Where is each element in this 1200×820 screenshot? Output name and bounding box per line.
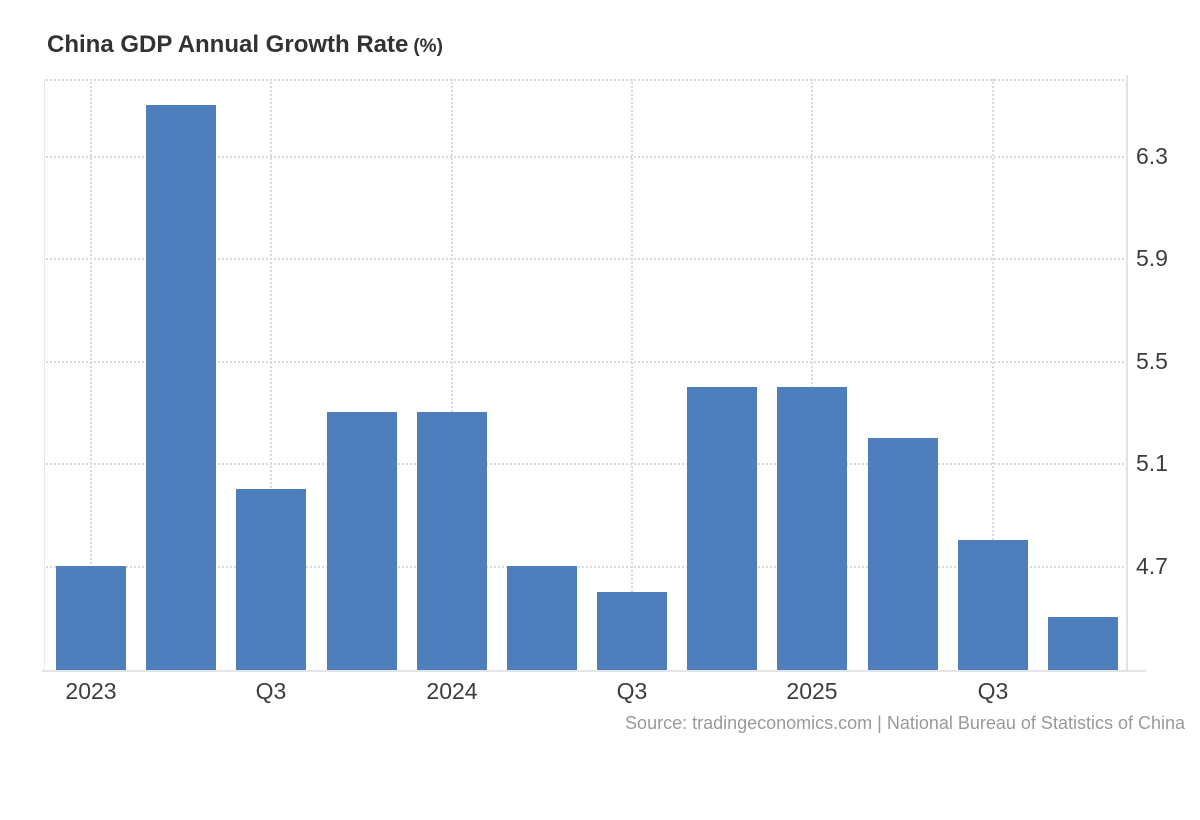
bar[interactable] — [958, 540, 1028, 671]
y-axis-label: 6.3 — [1136, 143, 1168, 169]
bar[interactable] — [687, 387, 757, 671]
bar[interactable] — [597, 592, 667, 671]
plot-area — [46, 79, 1128, 671]
h-gridline — [46, 156, 1128, 158]
plot-left-border — [44, 79, 45, 671]
x-axis-label: 2025 — [786, 678, 838, 704]
x-axis-label: Q3 — [255, 678, 287, 704]
x-axis-line — [42, 670, 1146, 672]
x-axis-label: 2023 — [65, 678, 117, 704]
y-axis-label: 5.9 — [1136, 245, 1168, 271]
bar[interactable] — [417, 412, 487, 671]
x-axis-label: Q3 — [616, 678, 648, 704]
y-axis-label: 5.5 — [1136, 348, 1168, 374]
y-axis-label: 5.1 — [1136, 450, 1168, 476]
bar[interactable] — [868, 438, 938, 671]
v-gridline — [991, 79, 994, 671]
plot-top-gridline — [46, 79, 1128, 81]
y-axis-label: 4.7 — [1136, 553, 1168, 579]
h-gridline — [46, 463, 1128, 465]
h-gridline — [46, 566, 1128, 568]
chart-title-unit: (%) — [413, 36, 443, 57]
v-gridline — [811, 79, 814, 671]
v-gridline — [631, 79, 634, 671]
v-gridline — [90, 79, 93, 671]
chart-title-text: China GDP Annual Growth Rate — [47, 31, 409, 58]
bar[interactable] — [236, 489, 306, 671]
x-axis-label: 2024 — [426, 678, 478, 704]
bar[interactable] — [1048, 617, 1118, 671]
bar[interactable] — [507, 566, 577, 671]
bar[interactable] — [777, 387, 847, 671]
y-axis-line — [1126, 75, 1128, 671]
source-credit: Source: tradingeconomics.com | National … — [625, 713, 1185, 733]
bar[interactable] — [327, 412, 397, 671]
chart-title: China GDP Annual Growth Rate (%) — [47, 31, 443, 59]
bar[interactable] — [146, 105, 216, 671]
x-axis-label: Q3 — [977, 678, 1009, 704]
v-gridline — [270, 79, 273, 671]
bar[interactable] — [56, 566, 126, 671]
h-gridline — [46, 258, 1128, 260]
v-gridline — [450, 79, 453, 671]
h-gridline — [46, 361, 1128, 363]
